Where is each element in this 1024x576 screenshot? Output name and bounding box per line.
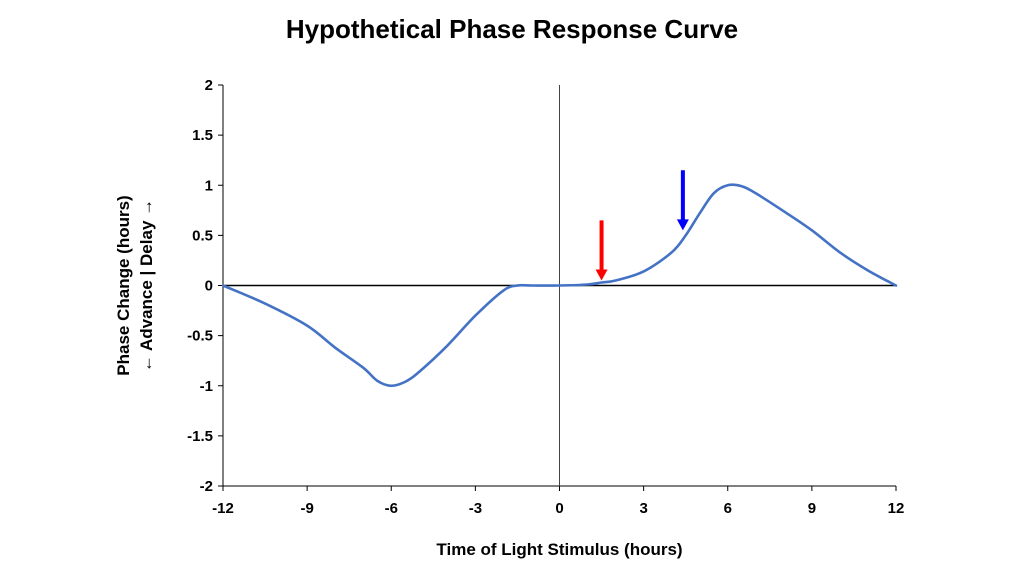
- blue-arrow-head: [676, 219, 689, 231]
- y-axis-subtitle: ← Advance | Delay →: [137, 199, 156, 372]
- x-tick-label: 0: [555, 500, 563, 517]
- series-layer: [221, 183, 898, 388]
- x-tick-label: -12: [212, 500, 234, 517]
- x-tick-label: -3: [469, 500, 482, 517]
- y-tick-label: 1: [205, 177, 213, 194]
- y-tick-label: -1.5: [187, 428, 213, 445]
- x-tick-label: 3: [639, 500, 647, 517]
- y-tick-label: 1.5: [192, 127, 213, 144]
- y-tick-label: 0: [205, 278, 213, 295]
- y-tick-label: -0.5: [187, 328, 213, 345]
- x-tick-label: -6: [385, 500, 398, 517]
- y-tick-label: -1: [200, 378, 213, 395]
- phase-response-line: [221, 183, 898, 388]
- x-tick-label: 6: [724, 500, 732, 517]
- label-layer: -2 -1.5 -1 -0.5 0 0.5 1 1.5 2 -12 -9 -6 -3 0 3 6 9 12 Time…: [114, 77, 904, 559]
- annotation-layer: [595, 170, 689, 281]
- axes-layer: [218, 84, 897, 491]
- x-axis-title: Time of Light Stimulus (hours): [436, 540, 682, 559]
- x-tick-label: -9: [300, 500, 313, 517]
- x-tick-label: 9: [808, 500, 816, 517]
- y-tick-label: 2: [205, 77, 213, 94]
- chart-title: Hypothetical Phase Response Curve: [285, 14, 739, 44]
- red-arrow-head: [595, 269, 608, 281]
- y-axis-title: Phase Change (hours): [114, 195, 133, 375]
- y-tick-label: -2: [200, 478, 213, 495]
- x-tick-label: 12: [888, 500, 905, 517]
- y-tick-label: 0.5: [192, 227, 213, 244]
